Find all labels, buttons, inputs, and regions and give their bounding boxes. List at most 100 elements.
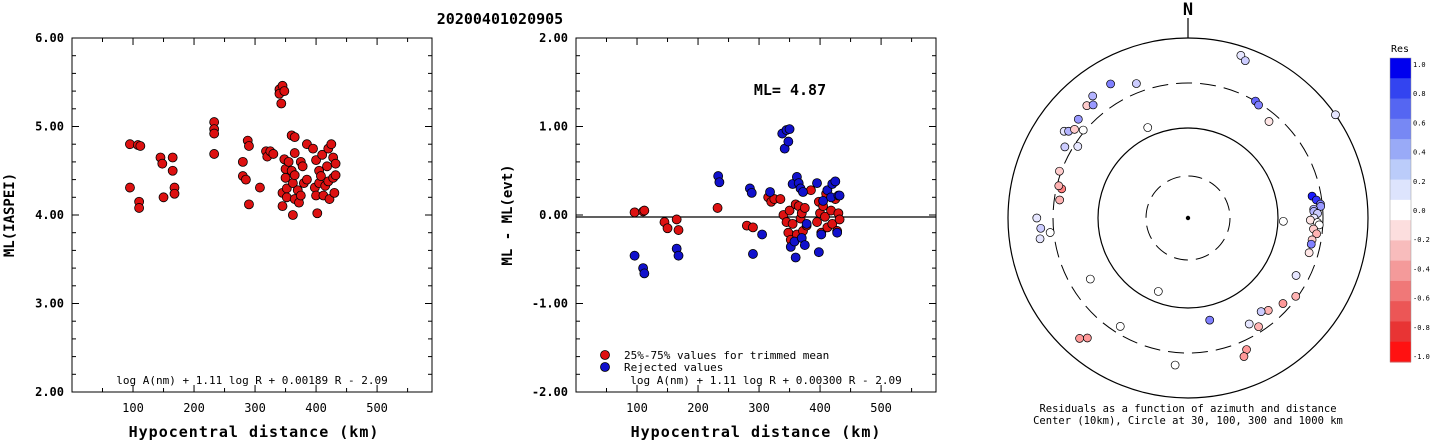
station-ml-point bbox=[167, 165, 178, 176]
colorbar-swatch bbox=[1390, 301, 1411, 322]
station-residual-marker bbox=[1060, 142, 1070, 152]
rejected-residual-point bbox=[816, 229, 827, 240]
station-residual-marker bbox=[1115, 322, 1125, 331]
used-residual-point bbox=[775, 194, 786, 204]
colorbar-swatch bbox=[1390, 260, 1411, 282]
residual-colorbar: Res 1.0 0.8 0.6 0.4 0.2 0.0 -0.2 -0.4 -0.6 -0.8 -1… bbox=[1389, 44, 1430, 363]
station-residual-marker bbox=[1088, 100, 1098, 110]
mid-xtick-label: 300 bbox=[748, 401, 770, 415]
used-residual-point bbox=[787, 218, 798, 229]
station-ml-point bbox=[158, 192, 169, 203]
azimuth-caption-2: Center (10km), Circle at 30, 100, 300 an… bbox=[1033, 415, 1343, 427]
event-id-title: 20200401020905 bbox=[437, 10, 563, 28]
station-ml-point bbox=[169, 188, 180, 199]
rejected-residual-point bbox=[813, 247, 824, 258]
rejected-residual-point bbox=[790, 252, 801, 263]
colorbar-tick-label: -0.2 bbox=[1413, 236, 1430, 244]
station-residual-marker bbox=[1256, 307, 1266, 316]
used-residual-point bbox=[662, 223, 673, 234]
colorbar-swatch bbox=[1390, 98, 1411, 120]
station-residual-marker bbox=[1306, 215, 1315, 225]
left-ytick-label: 3.00 bbox=[35, 297, 64, 311]
station-residual-marker bbox=[1055, 195, 1065, 205]
ml-residuals-chart: 100 200 300 400 500 -2.00 -1.00 0.00 1.00 2.00 ML… bbox=[500, 31, 937, 441]
station-residual-marker bbox=[1331, 110, 1340, 120]
ring-100km bbox=[1097, 127, 1279, 309]
station-ml-point bbox=[281, 192, 292, 203]
rejected-residual-point bbox=[799, 240, 810, 250]
colorbar-swatch bbox=[1390, 58, 1411, 79]
station-ml-point bbox=[134, 203, 145, 213]
station-residual-marker bbox=[1088, 91, 1098, 101]
station-ml-point bbox=[329, 187, 340, 198]
station-residual-marker bbox=[1239, 352, 1249, 361]
left-ytick-label: 5.00 bbox=[35, 120, 64, 134]
used-residual-point bbox=[812, 217, 822, 227]
used-residual-point bbox=[639, 205, 650, 216]
left-xtick-label: 100 bbox=[122, 401, 144, 415]
station-ml-point bbox=[240, 174, 251, 185]
colorbar-tick-label: -0.8 bbox=[1413, 324, 1430, 332]
colorbar-swatch bbox=[1390, 321, 1411, 343]
station-residual-marker bbox=[1312, 229, 1321, 239]
rejected-residual-point bbox=[746, 187, 757, 198]
azimuth-residual-plot: N Residuals as a function of azimuth and… bbox=[1007, 0, 1369, 427]
station-residual-marker bbox=[1291, 291, 1301, 301]
rejected-residual-point bbox=[639, 268, 650, 279]
station-residual-marker bbox=[1132, 79, 1141, 88]
ring-30km bbox=[1145, 175, 1231, 261]
rejected-residual-point bbox=[629, 250, 640, 261]
station-residual-marker bbox=[1082, 333, 1092, 343]
rejected-residual-point bbox=[798, 187, 808, 197]
mid-xtick-label: 400 bbox=[809, 401, 831, 415]
rejected-residual-point bbox=[748, 249, 758, 259]
station-ml-point bbox=[289, 170, 300, 181]
used-residual-point bbox=[806, 185, 816, 196]
station-residual-marker bbox=[1085, 274, 1095, 284]
station-ml-point bbox=[295, 190, 306, 201]
colorbar-swatch bbox=[1390, 78, 1411, 100]
station-ml-point bbox=[255, 182, 265, 193]
colorbar-swatch bbox=[1390, 341, 1411, 363]
north-label: N bbox=[1183, 0, 1193, 20]
colorbar-tick-label: 0.8 bbox=[1413, 90, 1426, 98]
left-xtick-label: 400 bbox=[305, 401, 327, 415]
used-residual-point bbox=[820, 211, 830, 222]
station-ml-point bbox=[308, 143, 318, 154]
left-xtick-label: 200 bbox=[183, 401, 205, 415]
mid-ylabel: ML - ML(evt) bbox=[500, 164, 516, 265]
left-ticks: 100 200 300 400 500 2.00 3.00 4.00 5.00 6.00 bbox=[35, 31, 432, 415]
legend-rejected-marker bbox=[600, 362, 610, 372]
station-ml-point bbox=[277, 201, 288, 212]
mid-ytick-label: 1.00 bbox=[539, 120, 568, 134]
station-ml-point bbox=[135, 141, 146, 151]
mid-xlabel: Hypocentral distance (km) bbox=[631, 423, 882, 441]
used-residual-point bbox=[629, 207, 640, 218]
mid-ytick-label: -2.00 bbox=[532, 385, 568, 399]
colorbar-ticks: 1.0 0.8 0.6 0.4 0.2 0.0 -0.2 -0.4 -0.6 -0.8 -1.0 bbox=[1413, 61, 1430, 361]
station-residual-marker bbox=[1035, 234, 1045, 244]
colorbar-swatch bbox=[1390, 118, 1411, 140]
rejected-residual-point bbox=[812, 178, 822, 189]
station-residual-marker bbox=[1045, 228, 1055, 237]
colorbar-tick-label: 0.2 bbox=[1413, 178, 1426, 186]
mid-ticks: 100 200 300 400 500 -2.00 -1.00 0.00 1.00 2.00 bbox=[532, 31, 936, 415]
station-residual-marker bbox=[1032, 213, 1042, 223]
station-ml-point bbox=[268, 149, 279, 159]
azimuth-caption-1: Residuals as a function of azimuth and d… bbox=[1039, 403, 1336, 415]
rejected-residual-point bbox=[714, 177, 725, 188]
station-ml-point bbox=[289, 148, 300, 158]
station-residual-marker bbox=[1106, 79, 1115, 89]
left-xlabel: Hypocentral distance (km) bbox=[129, 423, 380, 441]
left-ytick-label: 6.00 bbox=[35, 31, 64, 45]
station-ml-point bbox=[209, 149, 220, 159]
station-residual-marker bbox=[1306, 239, 1316, 249]
used-residual-point bbox=[712, 203, 723, 213]
colorbar-swatch bbox=[1390, 220, 1411, 241]
station-ml-point bbox=[302, 174, 312, 185]
ml-value-label: ML= 4.87 bbox=[754, 81, 826, 99]
station-residual-marker bbox=[1240, 56, 1250, 66]
mid-ytick-label: 0.00 bbox=[539, 208, 568, 222]
used-residual-point bbox=[827, 218, 838, 229]
